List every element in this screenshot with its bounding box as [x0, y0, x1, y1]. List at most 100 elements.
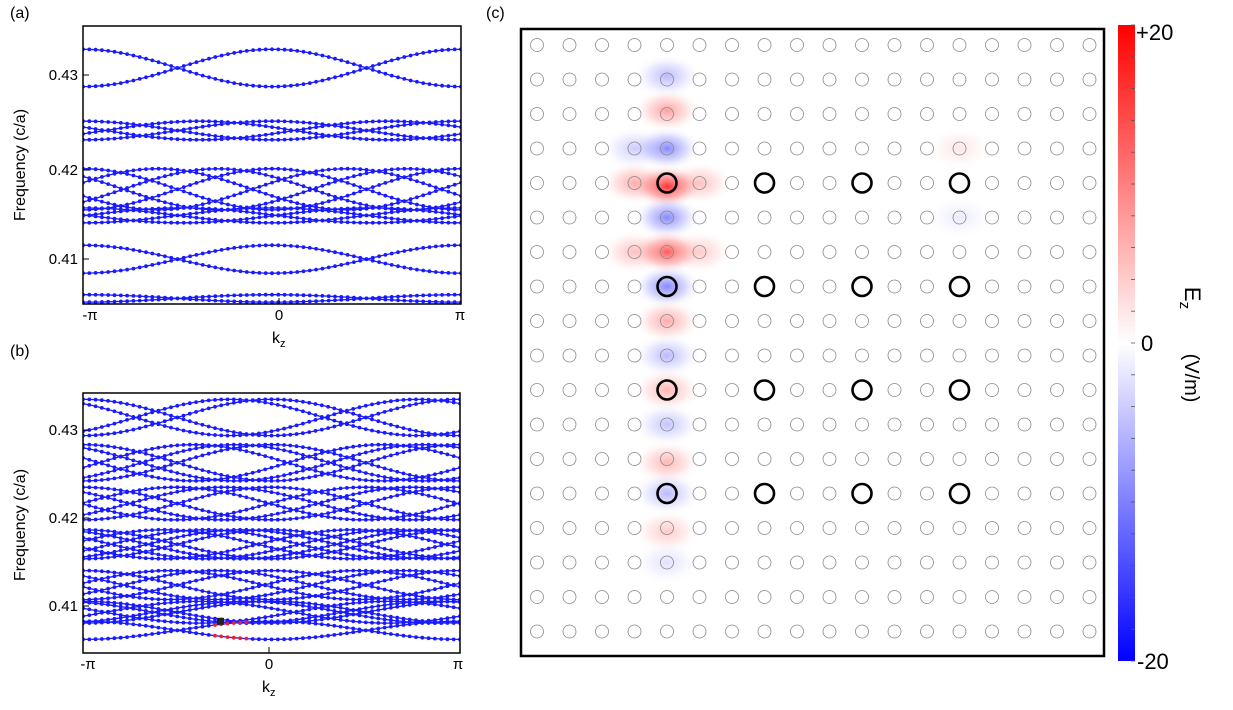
band-point	[408, 266, 413, 271]
band-point	[282, 492, 286, 497]
lattice-rod	[562, 210, 577, 225]
band-point	[357, 417, 362, 422]
band-point	[439, 617, 444, 621]
band-point	[345, 486, 349, 490]
panel-b-xticks: -π 0 π	[80, 647, 463, 673]
band-point	[213, 633, 217, 638]
band-point	[187, 608, 192, 612]
band-point	[87, 547, 92, 551]
band-point	[169, 499, 173, 504]
band-point	[439, 470, 444, 475]
band-point	[194, 131, 199, 136]
band-point	[194, 578, 199, 583]
band-point	[345, 539, 349, 544]
band-point	[238, 554, 243, 559]
band-point	[401, 551, 406, 556]
band-point	[407, 617, 412, 622]
band-point	[396, 298, 400, 303]
band-point	[118, 246, 123, 250]
band-point	[364, 128, 369, 133]
band-point	[112, 465, 117, 470]
lattice-rod	[1050, 452, 1064, 466]
lattice-rod	[855, 38, 869, 52]
band-point	[408, 248, 413, 252]
band-point	[276, 271, 281, 275]
band-point	[295, 128, 300, 132]
band-point	[131, 53, 136, 58]
panel-a-ytick-1: 0.43	[49, 67, 78, 84]
band-point	[433, 433, 437, 437]
band-point	[213, 199, 218, 204]
band-point	[276, 126, 281, 130]
band-point	[357, 613, 362, 618]
band-point	[351, 573, 356, 578]
band-point	[370, 503, 374, 508]
band-point	[351, 517, 356, 522]
band-point	[414, 600, 418, 605]
band-point	[87, 474, 92, 479]
band-point	[257, 528, 261, 533]
band-point	[156, 211, 161, 216]
band-point	[383, 295, 388, 300]
band-point	[244, 185, 249, 190]
band-point	[238, 168, 243, 173]
band-point	[370, 168, 375, 173]
band-point	[395, 535, 400, 539]
band-point	[376, 447, 381, 452]
band-point	[389, 589, 393, 593]
band-point	[452, 243, 457, 248]
band-point	[440, 187, 444, 192]
band-point	[188, 183, 193, 187]
band-point	[427, 49, 432, 54]
band-point	[357, 607, 362, 611]
band-point	[225, 476, 230, 480]
band-point	[181, 119, 186, 124]
band-point	[339, 196, 344, 201]
band-point	[269, 401, 274, 406]
band-point	[332, 569, 337, 574]
band-point	[282, 119, 287, 124]
band-point	[282, 176, 287, 181]
band-point	[156, 131, 161, 136]
band-point	[357, 572, 362, 577]
band-point	[276, 119, 281, 124]
band-point	[421, 170, 426, 175]
band-point	[232, 299, 237, 304]
band-point	[363, 610, 368, 615]
band-point	[219, 403, 224, 408]
band-point	[301, 592, 305, 596]
lattice-rod	[790, 176, 804, 190]
band-point	[87, 537, 92, 542]
band-point	[169, 543, 173, 548]
band-point	[382, 421, 387, 425]
band-point	[439, 506, 444, 510]
band-point	[194, 430, 199, 435]
band-point	[93, 619, 98, 624]
band-point	[162, 630, 167, 635]
band-point	[93, 243, 98, 248]
band-point	[87, 47, 92, 52]
band-point	[421, 208, 426, 213]
band-point	[439, 585, 444, 590]
band-point	[301, 216, 306, 221]
band-point	[345, 193, 350, 198]
band-point	[206, 527, 211, 532]
band-point	[382, 603, 387, 607]
band-point	[137, 633, 142, 638]
band-point	[320, 53, 325, 58]
band-point	[269, 539, 274, 543]
band-point	[238, 546, 243, 551]
band-point	[156, 422, 161, 427]
band-point	[401, 488, 406, 493]
band-point	[313, 618, 318, 623]
band-point	[421, 299, 426, 304]
panel-b-ytick-2: 0.42	[49, 510, 78, 527]
band-point	[345, 509, 349, 513]
band-point	[338, 618, 343, 622]
band-point	[175, 296, 180, 301]
band-point	[156, 253, 161, 257]
band-point	[194, 455, 199, 460]
band-point	[395, 478, 400, 483]
band-point	[333, 179, 337, 184]
band-point	[446, 171, 451, 176]
